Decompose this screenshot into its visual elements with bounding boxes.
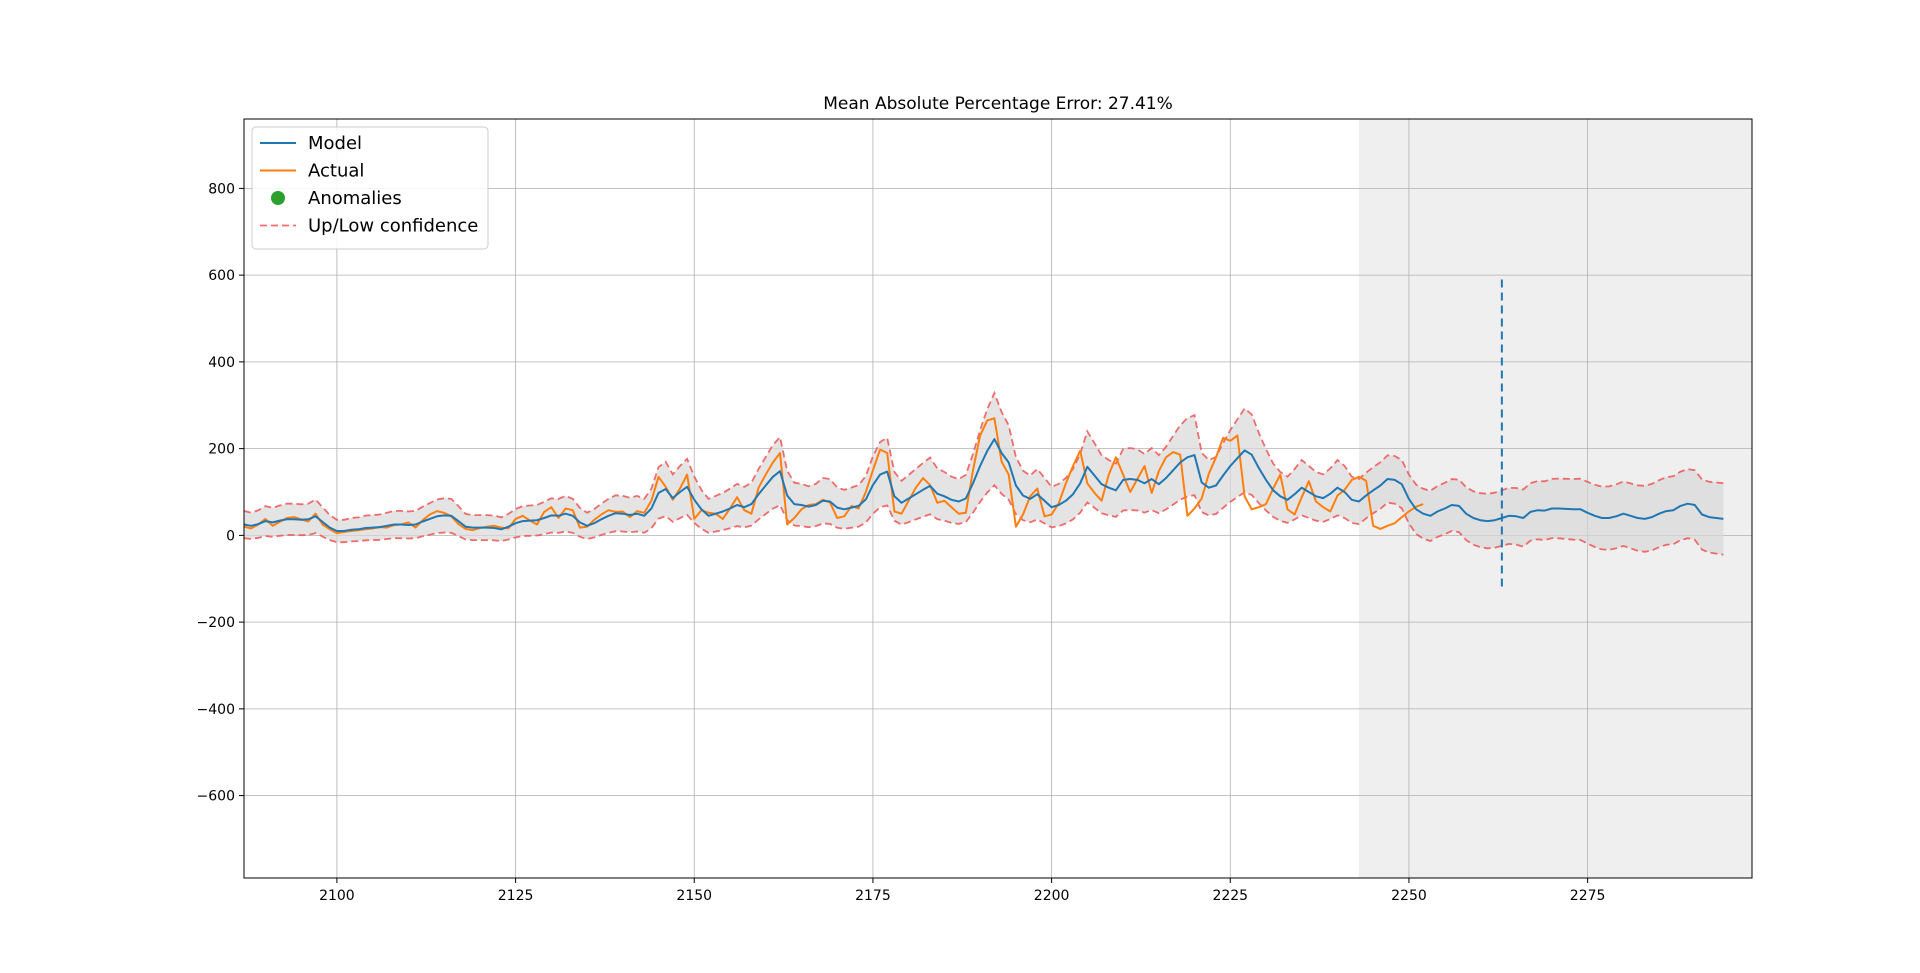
- x-axis: 2100 2125 2150 2175 2200 2225 2250 2275: [319, 878, 1605, 904]
- x-tick-label: 2225: [1212, 888, 1248, 904]
- y-axis: −600 −400 −200 0 200 400 600 800: [197, 181, 244, 805]
- x-tick-label: 2100: [319, 888, 355, 904]
- y-tick-label: 0: [226, 528, 235, 544]
- series: [243, 417, 1724, 535]
- y-tick-label: 400: [208, 355, 235, 371]
- legend: Model Actual Anomalies Up/Low confidence: [251, 126, 489, 250]
- legend-label: Up/Low confidence: [308, 216, 478, 237]
- x-tick-label: 2275: [1570, 888, 1606, 904]
- legend-box: [251, 126, 489, 250]
- legend-label: Anomalies: [308, 188, 402, 209]
- y-tick-label: −600: [197, 789, 235, 805]
- x-tick-label: 2200: [1034, 888, 1070, 904]
- y-tick-label: 200: [208, 442, 235, 458]
- y-tick-label: −400: [197, 702, 235, 718]
- legend-label: Actual: [308, 161, 364, 182]
- x-tick-label: 2250: [1391, 888, 1427, 904]
- x-tick-label: 2150: [676, 888, 712, 904]
- y-tick-label: 600: [208, 268, 235, 284]
- actual-line: [243, 417, 1424, 535]
- lower-confidence-line: [243, 483, 1724, 556]
- plot-frame: [243, 118, 1753, 879]
- upper-confidence-line: [243, 390, 1724, 521]
- y-tick-label: −200: [197, 615, 235, 631]
- legend-label: Model: [308, 133, 362, 154]
- y-tick-label: 800: [208, 181, 235, 197]
- x-tick-label: 2175: [855, 888, 891, 904]
- model-line: [243, 438, 1724, 532]
- legend-swatch-anomalies: [271, 191, 285, 205]
- chart-title: Mean Absolute Percentage Error: 27.41%: [823, 94, 1173, 114]
- x-tick-label: 2125: [498, 888, 534, 904]
